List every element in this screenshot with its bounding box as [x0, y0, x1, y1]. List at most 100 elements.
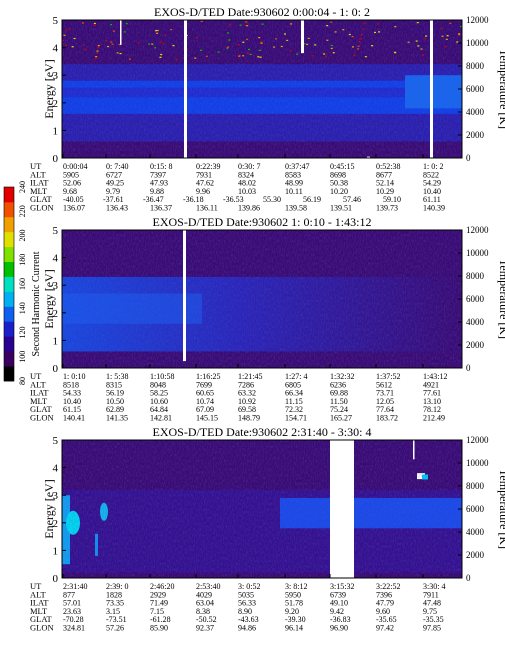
orbit-cell: 11.50 — [330, 397, 348, 406]
orbit-cell: -36.18 — [183, 195, 204, 204]
orbit-cell: 4921 — [423, 380, 439, 389]
orbit-cell: 9.75 — [423, 607, 437, 616]
hot-pixel — [205, 55, 208, 57]
orbit-row-label: ILAT — [30, 388, 49, 398]
orbit-cell: 57.01 — [63, 599, 81, 608]
hot-pixel — [110, 23, 113, 26]
orbit-cell: 2:39: 0 — [106, 582, 128, 591]
colorbar-segment — [4, 187, 14, 203]
orbit-cell: 73.35 — [106, 599, 124, 608]
orbit-cell: -73.51 — [106, 615, 127, 624]
y-tick-label: 3 — [53, 280, 59, 292]
y2-axis-label: Temperature [K] — [497, 49, 505, 129]
orbit-cell: 139.58 — [285, 204, 307, 213]
hot-pixel — [73, 37, 76, 40]
hot-pixel — [118, 44, 121, 46]
y-tick-label: 4 — [53, 463, 59, 475]
hot-pixel — [65, 29, 68, 31]
orbit-cell: 5950 — [285, 590, 301, 599]
orbit-cell: 69.58 — [238, 405, 256, 414]
colorbar-segment — [4, 366, 14, 382]
orbit-cell: 72.32 — [285, 405, 303, 414]
orbit-cell: 73.71 — [376, 389, 394, 398]
y2-tick-label: 6000 — [466, 84, 485, 94]
hot-pixel — [290, 23, 293, 25]
hot-pixel — [175, 58, 178, 60]
orbit-cell: -50.52 — [196, 615, 217, 624]
hot-pixel — [226, 47, 229, 49]
hot-pixel — [441, 35, 444, 37]
orbit-cell: 48.99 — [285, 179, 303, 188]
data-gap — [184, 20, 187, 158]
orbit-cell: -36.53 — [223, 195, 244, 204]
orbit-cell: 1:16:25 — [196, 372, 220, 381]
hot-pixel — [394, 26, 397, 28]
hot-pixel — [247, 52, 250, 54]
hot-pixel — [238, 55, 241, 57]
hot-pixel — [456, 41, 459, 43]
hot-pixel — [459, 25, 462, 28]
orbit-cell: 7397 — [150, 170, 166, 179]
hot-pixel — [446, 35, 449, 37]
orbit-cell: 75.24 — [330, 405, 348, 414]
orbit-cell: 10.11 — [285, 187, 303, 196]
hot-pixel — [273, 46, 276, 48]
hot-pixel — [440, 27, 443, 29]
hot-pixel — [125, 23, 128, 25]
orbit-cell: 10.92 — [238, 397, 256, 406]
hot-pixel — [239, 24, 242, 26]
orbit-cell: 96.14 — [285, 624, 303, 633]
hot-pixel — [110, 41, 113, 43]
orbit-cell: 10.03 — [238, 187, 256, 196]
orbit-cell: 141.35 — [106, 414, 128, 423]
hot-pixel — [228, 24, 231, 26]
y2-tick-label: 8000 — [466, 481, 485, 491]
hot-pixel — [259, 56, 262, 58]
orbit-cell: 9.60 — [376, 607, 390, 616]
hot-pixel — [330, 21, 333, 23]
hot-pixel — [275, 38, 278, 40]
hot-pixel — [417, 45, 420, 47]
orbit-row-label: MLT — [30, 186, 48, 196]
orbit-cell: 9.79 — [106, 187, 120, 196]
hot-pixel — [449, 22, 452, 25]
y2-tick-label: 4000 — [466, 107, 485, 117]
orbit-row-label: GLAT — [30, 404, 53, 414]
orbit-cell: 3: 0:52 — [238, 582, 260, 591]
colorbar-segment — [4, 321, 14, 337]
orbit-cell: 10.20 — [330, 187, 348, 196]
hot-pixel — [394, 51, 397, 53]
colorbar-segment — [4, 201, 14, 218]
orbit-cell: 57.46 — [343, 195, 361, 204]
orbit-table: UT 2:31:40 2:39: 0 2:46:20 2:53:40 3: 0:52 3: … — [30, 581, 445, 633]
orbit-cell: 5905 — [63, 170, 79, 179]
orbit-cell: 1:43:12 — [423, 372, 447, 381]
orbit-cell: 97.85 — [423, 624, 441, 633]
orbit-cell: 1:10:58 — [150, 372, 174, 381]
hot-pixel — [424, 38, 427, 40]
hot-pixel — [164, 34, 167, 37]
orbit-cell: 1:32:32 — [330, 372, 354, 381]
orbit-cell: 7931 — [196, 170, 212, 179]
y2-tick-label: 0 — [466, 573, 471, 583]
orbit-cell: 8.90 — [238, 607, 252, 616]
hot-pixel — [332, 52, 335, 54]
hot-pixel — [422, 54, 425, 56]
hot-pixel — [244, 24, 247, 27]
hot-pixel — [196, 37, 199, 39]
hot-pixel — [245, 21, 248, 23]
orbit-cell: 47.79 — [376, 599, 394, 608]
hot-pixel — [420, 48, 423, 50]
hot-pixel — [217, 51, 220, 53]
y-axis-label: Energy [eV] — [42, 59, 56, 118]
orbit-cell: 61.15 — [63, 405, 81, 414]
colorbar-label: Second Harmonic Current — [31, 251, 42, 356]
hot-pixel — [342, 29, 345, 31]
orbit-cell: 0: 7:40 — [106, 162, 128, 171]
hot-pixel — [326, 39, 329, 41]
hot-pixel — [246, 25, 249, 27]
orbit-cell: 57.26 — [106, 624, 124, 633]
orbit-cell: 54.29 — [423, 179, 441, 188]
orbit-cell: 6236 — [330, 380, 346, 389]
orbit-cell: 2:46:20 — [150, 582, 174, 591]
